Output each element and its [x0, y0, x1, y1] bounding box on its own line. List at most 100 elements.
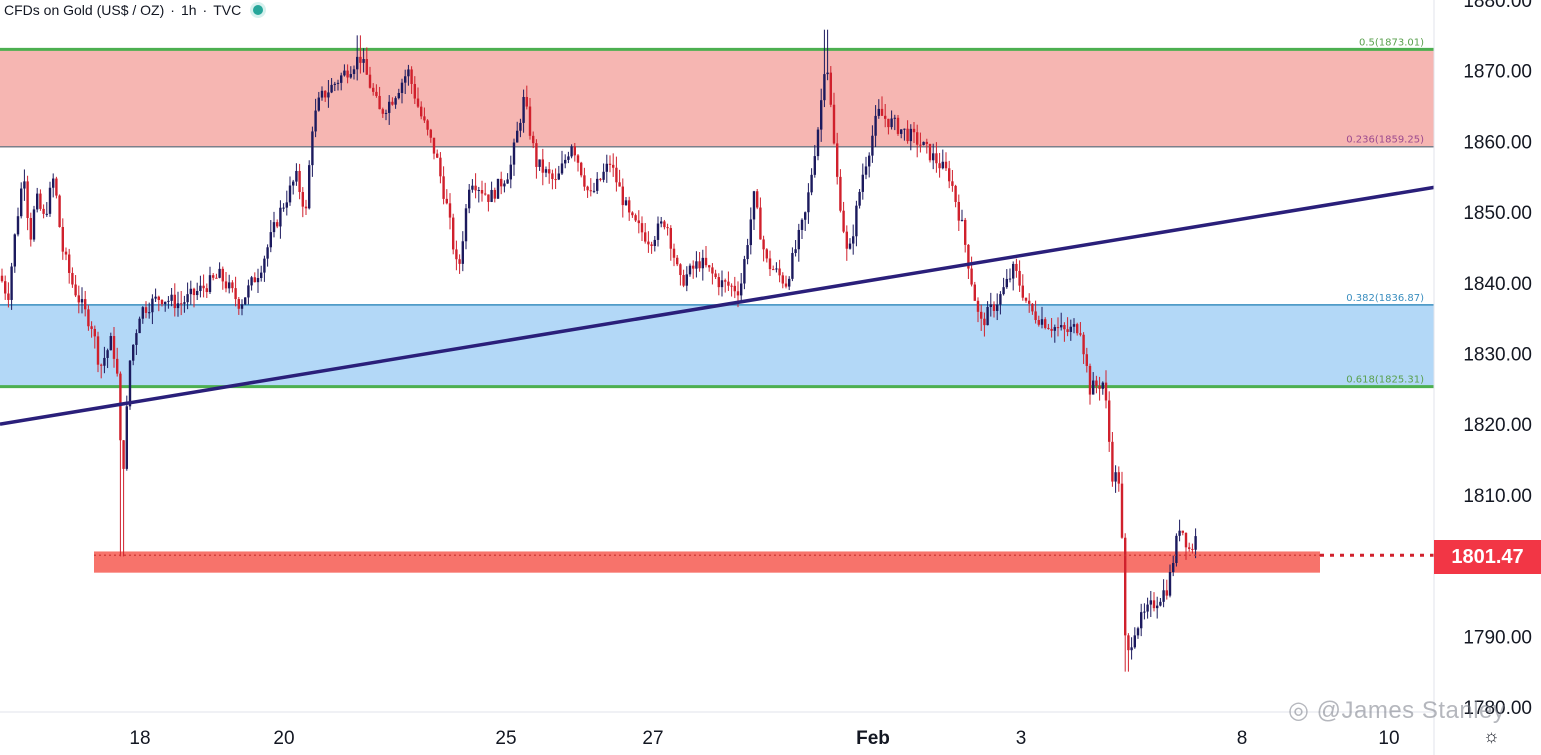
candle-body [455, 249, 458, 260]
candle-body [1175, 535, 1178, 563]
price-tick-label: 1860.00 [1463, 132, 1532, 153]
candle-body [308, 165, 311, 209]
candle-body [765, 249, 768, 259]
candle-body [352, 69, 356, 75]
candle-body [704, 257, 708, 266]
candle-body [372, 87, 375, 92]
candle-body [1072, 324, 1076, 327]
candle-body [148, 312, 151, 314]
candle-body [893, 117, 896, 119]
candle-body [1165, 590, 1168, 596]
candle-body [208, 275, 212, 293]
candle-body [538, 159, 541, 167]
candle-body [820, 100, 823, 130]
candle-body [938, 163, 941, 169]
candle-body [295, 170, 298, 182]
candle-body [26, 181, 29, 218]
candle-body [160, 299, 164, 305]
candle-body [570, 146, 573, 157]
time-tick-label: 27 [642, 728, 663, 749]
candle-body [621, 186, 624, 206]
candle-body [730, 285, 733, 287]
candle-body [685, 274, 688, 286]
candles-layer [0, 29, 1197, 672]
interval-label[interactable]: 1h [180, 2, 197, 18]
candle-body [548, 169, 551, 174]
price-tick-label: 1830.00 [1463, 345, 1532, 366]
candle-body [128, 360, 132, 407]
candle-body [458, 259, 461, 264]
candle-body [871, 135, 874, 156]
candle-body [672, 248, 676, 258]
candle-body [74, 284, 77, 296]
price-tick-label: 1870.00 [1463, 62, 1532, 83]
candle-body [829, 72, 832, 105]
candle-body [525, 96, 528, 107]
candle-body [794, 249, 797, 254]
symbol-name[interactable]: CFDs on Gold (US$ / OZ) [4, 2, 165, 18]
candle-body [772, 269, 775, 271]
candle-body [512, 142, 516, 165]
candle-body [631, 212, 634, 216]
candle-body [215, 277, 218, 279]
candle-body [196, 290, 199, 296]
candle-body [1018, 270, 1021, 286]
candle-body [1031, 303, 1034, 312]
separator: · [170, 2, 175, 18]
candle-body [240, 304, 244, 309]
candle-body [576, 155, 580, 163]
settings-gear-icon[interactable]: ☼ [1483, 726, 1500, 746]
candle-body [141, 307, 144, 319]
candle-body [384, 112, 388, 114]
candle-body [996, 304, 999, 311]
time-tick-label: 18 [129, 728, 150, 749]
candle-body [346, 70, 349, 78]
candle-body [1188, 547, 1191, 549]
candle-body [212, 275, 215, 278]
candle-body [135, 333, 138, 345]
author-watermark: ◎ @James Stanley [1288, 697, 1506, 724]
candle-body [740, 283, 743, 296]
candle-body [506, 179, 509, 184]
candle-body [375, 91, 378, 96]
candle-body [756, 191, 759, 208]
candle-body [615, 167, 618, 183]
candle-body [1050, 328, 1053, 331]
candle-body [461, 241, 464, 264]
price-axis[interactable]: 1880.00 1870.00 1860.00 1850.00 1840.00 1830.… [1463, 0, 1532, 719]
candle-body [279, 207, 282, 227]
candle-body [528, 106, 532, 136]
candle-body [660, 221, 663, 224]
candle-body [884, 115, 887, 119]
candle-body [855, 205, 858, 237]
candle-body [42, 208, 45, 214]
candle-body [1044, 319, 1047, 328]
candle-body [656, 223, 660, 240]
candle-body [157, 296, 160, 300]
candle-body [407, 69, 410, 77]
candle-body [1021, 285, 1024, 298]
candle-body [1127, 635, 1130, 651]
candle-body [317, 97, 320, 111]
candle-body [845, 231, 848, 249]
candle-body [762, 239, 765, 250]
candle-body [205, 288, 208, 293]
candle-body [992, 304, 996, 311]
candle-body [144, 307, 148, 313]
time-axis[interactable]: 18 20 25 27 Feb 3 8 10 [129, 728, 1399, 749]
candle-body [836, 143, 839, 177]
candle-body [96, 336, 100, 365]
candle-body [1168, 572, 1172, 596]
candle-body [1008, 278, 1012, 280]
candle-body [413, 83, 416, 99]
support-zone [0, 304, 1434, 387]
candle-body [477, 190, 480, 192]
candle-body [1104, 382, 1108, 401]
candle-body [858, 191, 861, 206]
candle-body [234, 288, 237, 300]
candle-body [999, 294, 1002, 305]
candle-body [986, 306, 989, 326]
candle-body [743, 259, 746, 284]
candle-body [1024, 297, 1028, 301]
